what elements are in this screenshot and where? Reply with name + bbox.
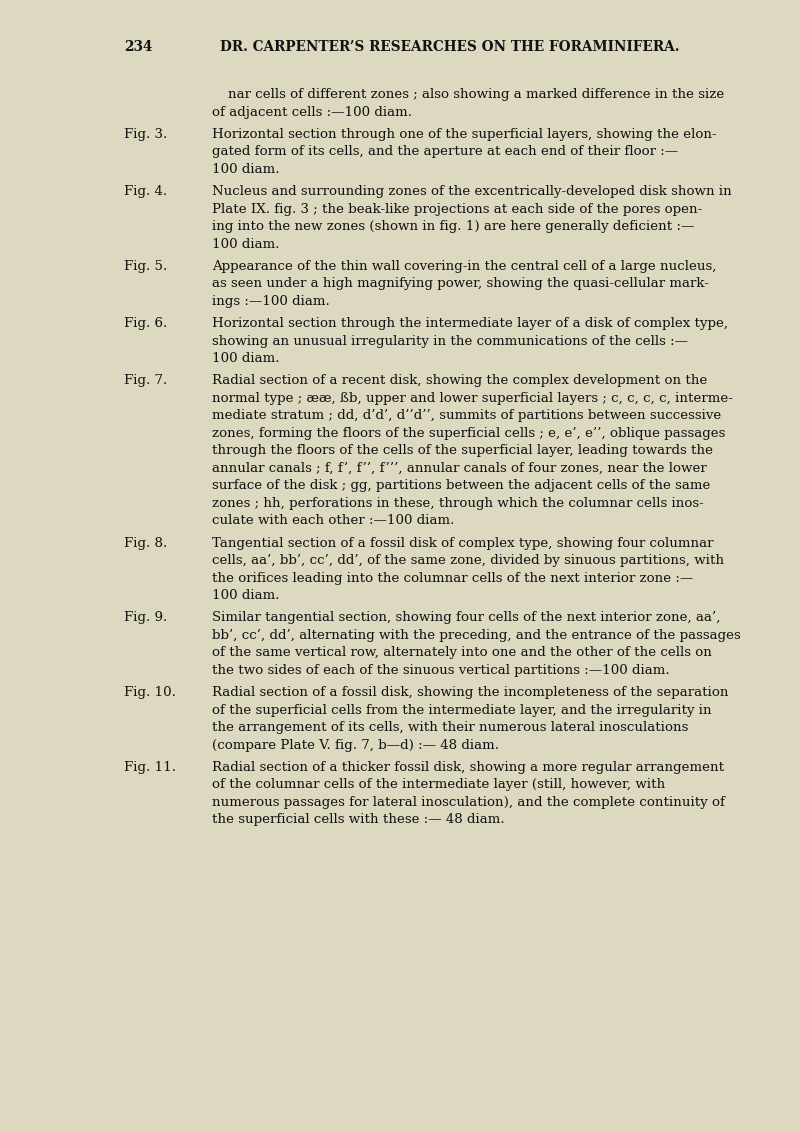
Text: 234: 234: [124, 40, 152, 53]
Text: 100 diam.: 100 diam.: [212, 238, 279, 250]
Text: Nucleus and surrounding zones of the excentrically-developed disk shown in: Nucleus and surrounding zones of the exc…: [212, 185, 732, 198]
Text: 100 diam.: 100 diam.: [212, 163, 279, 175]
Text: nar cells of different zones ; also showing a marked difference in the size: nar cells of different zones ; also show…: [228, 88, 724, 101]
Text: Appearance of the thin wall covering-in the central cell of a large nucleus,: Appearance of the thin wall covering-in …: [212, 259, 717, 273]
Text: of the same vertical row, alternately into one and the other of the cells on: of the same vertical row, alternately in…: [212, 646, 712, 659]
Text: Similar tangential section, showing four cells of the next interior zone, aa’,: Similar tangential section, showing four…: [212, 611, 721, 624]
Text: normal type ; ææ, ßb, upper and lower superficial layers ; c, c, c, c, interme-: normal type ; ææ, ßb, upper and lower su…: [212, 392, 733, 404]
Text: Radial section of a fossil disk, showing the incompleteness of the separation: Radial section of a fossil disk, showing…: [212, 686, 729, 698]
Text: 100 diam.: 100 diam.: [212, 352, 279, 365]
Text: surface of the disk ; gg, partitions between the adjacent cells of the same: surface of the disk ; gg, partitions bet…: [212, 479, 710, 492]
Text: Horizontal section through one of the superficial layers, showing the elon-: Horizontal section through one of the su…: [212, 128, 717, 140]
Text: Horizontal section through the intermediate layer of a disk of complex type,: Horizontal section through the intermedi…: [212, 317, 728, 329]
Text: the arrangement of its cells, with their numerous lateral inosculations: the arrangement of its cells, with their…: [212, 721, 688, 734]
Text: of the superficial cells from the intermediate layer, and the irregularity in: of the superficial cells from the interm…: [212, 703, 712, 717]
Text: Fig. 11.: Fig. 11.: [124, 761, 176, 773]
Text: Fig. 10.: Fig. 10.: [124, 686, 176, 698]
Text: Fig. 3.: Fig. 3.: [124, 128, 167, 140]
Text: of the columnar cells of the intermediate layer (still, however, with: of the columnar cells of the intermediat…: [212, 778, 666, 791]
Text: culate with each other :—100 diam.: culate with each other :—100 diam.: [212, 514, 454, 528]
Text: Fig. 5.: Fig. 5.: [124, 259, 167, 273]
Text: (compare Plate V. fig. 7, b—d) :— 48 diam.: (compare Plate V. fig. 7, b—d) :— 48 dia…: [212, 738, 499, 752]
Text: Fig. 8.: Fig. 8.: [124, 537, 167, 549]
Text: Plate IX. fig. 3 ; the beak-like projections at each side of the pores open-: Plate IX. fig. 3 ; the beak-like project…: [212, 203, 702, 215]
Text: ings :—100 diam.: ings :—100 diam.: [212, 294, 330, 308]
Text: numerous passages for lateral inosculation), and the complete continuity of: numerous passages for lateral inosculati…: [212, 796, 725, 808]
Text: cells, aa’, bb’, cc’, dd’, of the same zone, divided by sinuous partitions, with: cells, aa’, bb’, cc’, dd’, of the same z…: [212, 554, 724, 567]
Text: bb’, cc’, dd’, alternating with the preceding, and the entrance of the passages: bb’, cc’, dd’, alternating with the prec…: [212, 628, 741, 642]
Text: zones, forming the floors of the superficial cells ; e, e’, e’’, oblique passage: zones, forming the floors of the superfi…: [212, 427, 726, 439]
Text: as seen under a high magnifying power, showing the quasi-cellular mark-: as seen under a high magnifying power, s…: [212, 277, 709, 290]
Text: 100 diam.: 100 diam.: [212, 589, 279, 602]
Text: Fig. 7.: Fig. 7.: [124, 374, 167, 387]
Text: showing an unusual irregularity in the communications of the cells :—: showing an unusual irregularity in the c…: [212, 334, 688, 348]
Text: through the floors of the cells of the superficial layer, leading towards the: through the floors of the cells of the s…: [212, 444, 713, 457]
Text: of adjacent cells :—100 diam.: of adjacent cells :—100 diam.: [212, 105, 412, 119]
Text: Fig. 9.: Fig. 9.: [124, 611, 167, 624]
Text: DR. CARPENTER’S RESEARCHES ON THE FORAMINIFERA.: DR. CARPENTER’S RESEARCHES ON THE FORAMI…: [220, 40, 679, 53]
Text: Radial section of a recent disk, showing the complex development on the: Radial section of a recent disk, showing…: [212, 374, 707, 387]
Text: Tangential section of a fossil disk of complex type, showing four columnar: Tangential section of a fossil disk of c…: [212, 537, 714, 549]
Text: ing into the new zones (shown in fig. 1) are here generally deficient :—: ing into the new zones (shown in fig. 1)…: [212, 220, 694, 233]
Text: Fig. 6.: Fig. 6.: [124, 317, 167, 329]
Text: Radial section of a thicker fossil disk, showing a more regular arrangement: Radial section of a thicker fossil disk,…: [212, 761, 724, 773]
Text: the two sides of each of the sinuous vertical partitions :—100 diam.: the two sides of each of the sinuous ver…: [212, 663, 670, 677]
Text: Fig. 4.: Fig. 4.: [124, 185, 167, 198]
Text: mediate stratum ; dd, d’d’, d’’d’’, summits of partitions between successive: mediate stratum ; dd, d’d’, d’’d’’, summ…: [212, 409, 722, 422]
Text: gated form of its cells, and the aperture at each end of their floor :—: gated form of its cells, and the apertur…: [212, 145, 678, 158]
Text: annular canals ; f, f’, f’’, f’’’, annular canals of four zones, near the lower: annular canals ; f, f’, f’’, f’’’, annul…: [212, 462, 706, 474]
Text: the orifices leading into the columnar cells of the next interior zone :—: the orifices leading into the columnar c…: [212, 572, 694, 584]
Text: zones ; hh, perforations in these, through which the columnar cells inos-: zones ; hh, perforations in these, throu…: [212, 497, 704, 509]
Text: the superficial cells with these :— 48 diam.: the superficial cells with these :— 48 d…: [212, 813, 505, 826]
